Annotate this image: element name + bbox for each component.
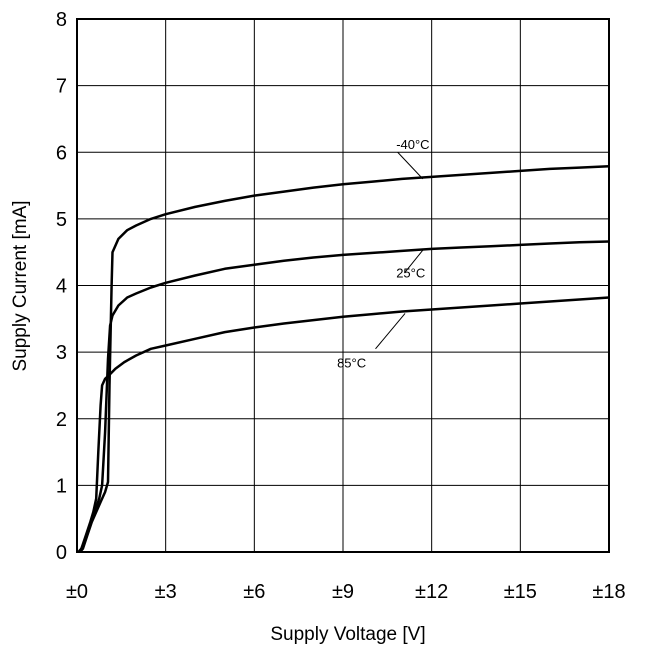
series-label-1: 25°C <box>396 266 425 281</box>
x-tick-label: ±9 <box>332 581 354 603</box>
annotation-leaders <box>375 151 424 350</box>
x-tick-label: ±6 <box>243 581 265 603</box>
x-tick-labels: ±0 ±3 ±6 ±9 ±12 ±15 ±18 <box>66 581 626 603</box>
y-tick-label: 8 <box>56 9 67 31</box>
series-line-1 <box>77 240 610 553</box>
y-tick-label: 2 <box>56 409 67 431</box>
leader-line-1 <box>404 249 424 273</box>
series-curves <box>77 164 610 553</box>
x-tick-label: ±12 <box>415 581 448 603</box>
y-tick-label: 7 <box>56 76 67 98</box>
y-tick-label: 1 <box>56 475 67 497</box>
plot-frame <box>76 18 610 553</box>
y-tick-label: 3 <box>56 342 67 364</box>
series-label-2: 85°C <box>337 355 366 370</box>
leader-line-2 <box>375 313 406 350</box>
x-tick-label: ±3 <box>155 581 177 603</box>
series-label-0: -40°C <box>396 137 429 152</box>
y-tick-label: 0 <box>56 542 67 564</box>
y-tick-label: 6 <box>56 142 67 164</box>
y-tick-label: 4 <box>56 276 67 298</box>
series-line-2 <box>77 296 610 553</box>
series-line-0 <box>79 164 610 553</box>
series-annotations: -40°C 25°C 85°C <box>337 137 430 371</box>
y-tick-label: 5 <box>56 209 67 231</box>
leader-line-0 <box>397 151 424 180</box>
grid-lines <box>77 19 609 552</box>
x-axis-label: Supply Voltage [V] <box>270 624 425 645</box>
x-tick-label: ±0 <box>66 581 88 603</box>
y-tick-labels: 0 1 2 3 4 5 6 7 8 <box>56 9 67 564</box>
y-axis-label: Supply Current [mA] <box>10 200 31 371</box>
x-tick-label: ±18 <box>592 581 625 603</box>
x-tick-label: ±15 <box>504 581 537 603</box>
